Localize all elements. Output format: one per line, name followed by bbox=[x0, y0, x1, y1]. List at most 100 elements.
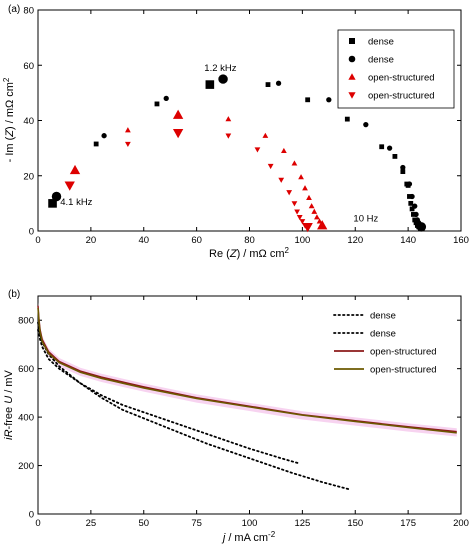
series-3-point bbox=[299, 219, 306, 225]
series-1-point bbox=[413, 211, 419, 218]
series-2-point bbox=[311, 208, 318, 214]
panel-b-lines bbox=[37, 302, 457, 491]
series-0-point bbox=[93, 141, 99, 147]
legend-label-0: dense bbox=[368, 37, 394, 48]
series-3-point bbox=[278, 177, 285, 183]
legend-marker-0 bbox=[349, 38, 355, 44]
series-2-point bbox=[308, 203, 315, 209]
panel-a-ticks: 0 20 40 60 80 100 120 140 160 0 20 40 60 80 bbox=[23, 6, 469, 247]
legend-label-2: open-structured bbox=[368, 73, 435, 84]
series-1-point bbox=[400, 164, 406, 171]
series-1-point bbox=[218, 74, 228, 84]
series-1-point bbox=[51, 191, 62, 202]
x-tick-label: 75 bbox=[191, 518, 202, 529]
y-tick-label: 40 bbox=[23, 116, 34, 127]
series-1-point bbox=[412, 203, 418, 209]
legend-label-3: open-structured bbox=[370, 365, 437, 376]
series-0-point bbox=[344, 116, 350, 122]
series-0-point bbox=[305, 97, 311, 103]
y-tick-label: 400 bbox=[18, 413, 34, 424]
series-3-point bbox=[302, 222, 313, 233]
panel-b: (b) 0 25 50 75 100 125 150 175 2000200400600800 … bbox=[3, 289, 469, 544]
series-3-point bbox=[291, 201, 298, 207]
series-3-point bbox=[286, 190, 293, 196]
annotation-label: 1.2 kHz bbox=[204, 63, 236, 74]
x-tick-label: 175 bbox=[400, 518, 416, 529]
series-2-point bbox=[316, 218, 323, 224]
x-tick-label: 0 bbox=[35, 235, 40, 246]
series-0-point bbox=[412, 217, 418, 223]
x-tick-label: 150 bbox=[347, 518, 363, 529]
series-2-point bbox=[225, 116, 232, 122]
panel-b-ticks: 0 25 50 75 100 125 150 175 200 0 200 400 600 800 bbox=[18, 296, 469, 529]
annotation-label: 10 Hz bbox=[353, 213, 378, 224]
series-1-point bbox=[416, 222, 427, 232]
y-tick-label: 20 bbox=[23, 171, 34, 182]
series-1-point bbox=[163, 95, 169, 102]
x-tick-label: 60 bbox=[191, 235, 202, 246]
panel-a-annotations: 1.2 kHz 4.1 kHz 10 Hz bbox=[60, 63, 378, 225]
series-3-line bbox=[37, 308, 457, 434]
legend-label-1: dense bbox=[370, 329, 396, 340]
panel-a-label: (a) bbox=[8, 4, 20, 15]
series-2-point bbox=[280, 147, 287, 154]
annotation-label: 4.1 kHz bbox=[60, 197, 92, 208]
legend-label-2: open-structured bbox=[370, 347, 437, 358]
y-tick-label: 80 bbox=[23, 6, 34, 17]
series-0-point bbox=[205, 80, 215, 89]
legend-label-3: open-structured bbox=[368, 91, 435, 102]
x-tick-label: 125 bbox=[294, 518, 310, 529]
error-band bbox=[38, 302, 457, 437]
series-2-point bbox=[298, 174, 304, 180]
series-0-point bbox=[265, 82, 271, 87]
series-2-point bbox=[172, 109, 184, 119]
x-tick-label: 120 bbox=[347, 235, 363, 246]
x-tick-label: 0 bbox=[35, 518, 40, 529]
series-1-point bbox=[406, 181, 413, 187]
series-3-point bbox=[254, 147, 261, 153]
series-1-point bbox=[275, 80, 282, 86]
panel-b-x-axis-label: j / mA cm-2 bbox=[221, 530, 276, 545]
series-2-point bbox=[314, 214, 320, 220]
series-0-point bbox=[407, 194, 412, 199]
x-tick-label: 140 bbox=[400, 235, 416, 246]
y-tick-label: 0 bbox=[29, 227, 34, 238]
legend-box bbox=[337, 29, 455, 109]
y-tick-label: 600 bbox=[18, 364, 34, 375]
series-0-point bbox=[392, 154, 398, 159]
x-tick-label: 100 bbox=[294, 235, 310, 246]
panel-b-y-axis-label: iR-free U / mV bbox=[3, 369, 15, 439]
series-3-point bbox=[267, 163, 274, 170]
legend-marker-3 bbox=[348, 92, 356, 99]
legend-marker-2 bbox=[348, 73, 356, 80]
panel-a-y-axis-label: - Im (Z) / mΩ cm2 bbox=[2, 77, 17, 162]
legend-marker-1 bbox=[348, 55, 356, 63]
y-tick-label: 200 bbox=[18, 461, 34, 472]
series-0-point bbox=[400, 169, 406, 175]
panel-a-x-axis-label: Re (Z) / mΩ cm2 bbox=[209, 246, 289, 261]
x-tick-label: 200 bbox=[453, 518, 469, 529]
x-tick-label: 100 bbox=[242, 518, 258, 529]
y-tick-label: 0 bbox=[29, 510, 34, 521]
series-0-line bbox=[37, 321, 352, 491]
series-2-point bbox=[302, 185, 308, 191]
series-2-point bbox=[317, 220, 328, 230]
panel-b-label: (b) bbox=[8, 289, 20, 300]
x-tick-label: 20 bbox=[86, 235, 97, 246]
x-tick-label: 25 bbox=[86, 518, 97, 529]
series-2-point bbox=[291, 160, 298, 166]
series-2-point bbox=[125, 127, 131, 133]
series-3-point bbox=[64, 181, 75, 191]
panel-a-legend: dense dense open-structured open-structured bbox=[337, 29, 455, 109]
legend-label-0: dense bbox=[370, 311, 396, 322]
x-tick-label: 50 bbox=[138, 518, 149, 529]
series-1-point bbox=[386, 145, 393, 151]
series-1-point bbox=[101, 133, 107, 139]
x-tick-label: 160 bbox=[453, 235, 469, 246]
series-1-point bbox=[363, 122, 369, 128]
panel-a: (a) 0 20 40 60 80 100 120 140 160 0 20 40 60 80 1.2 k… bbox=[2, 4, 469, 260]
series-0-point bbox=[379, 144, 385, 150]
series-0-point bbox=[409, 206, 415, 212]
x-tick-label: 80 bbox=[244, 235, 255, 246]
